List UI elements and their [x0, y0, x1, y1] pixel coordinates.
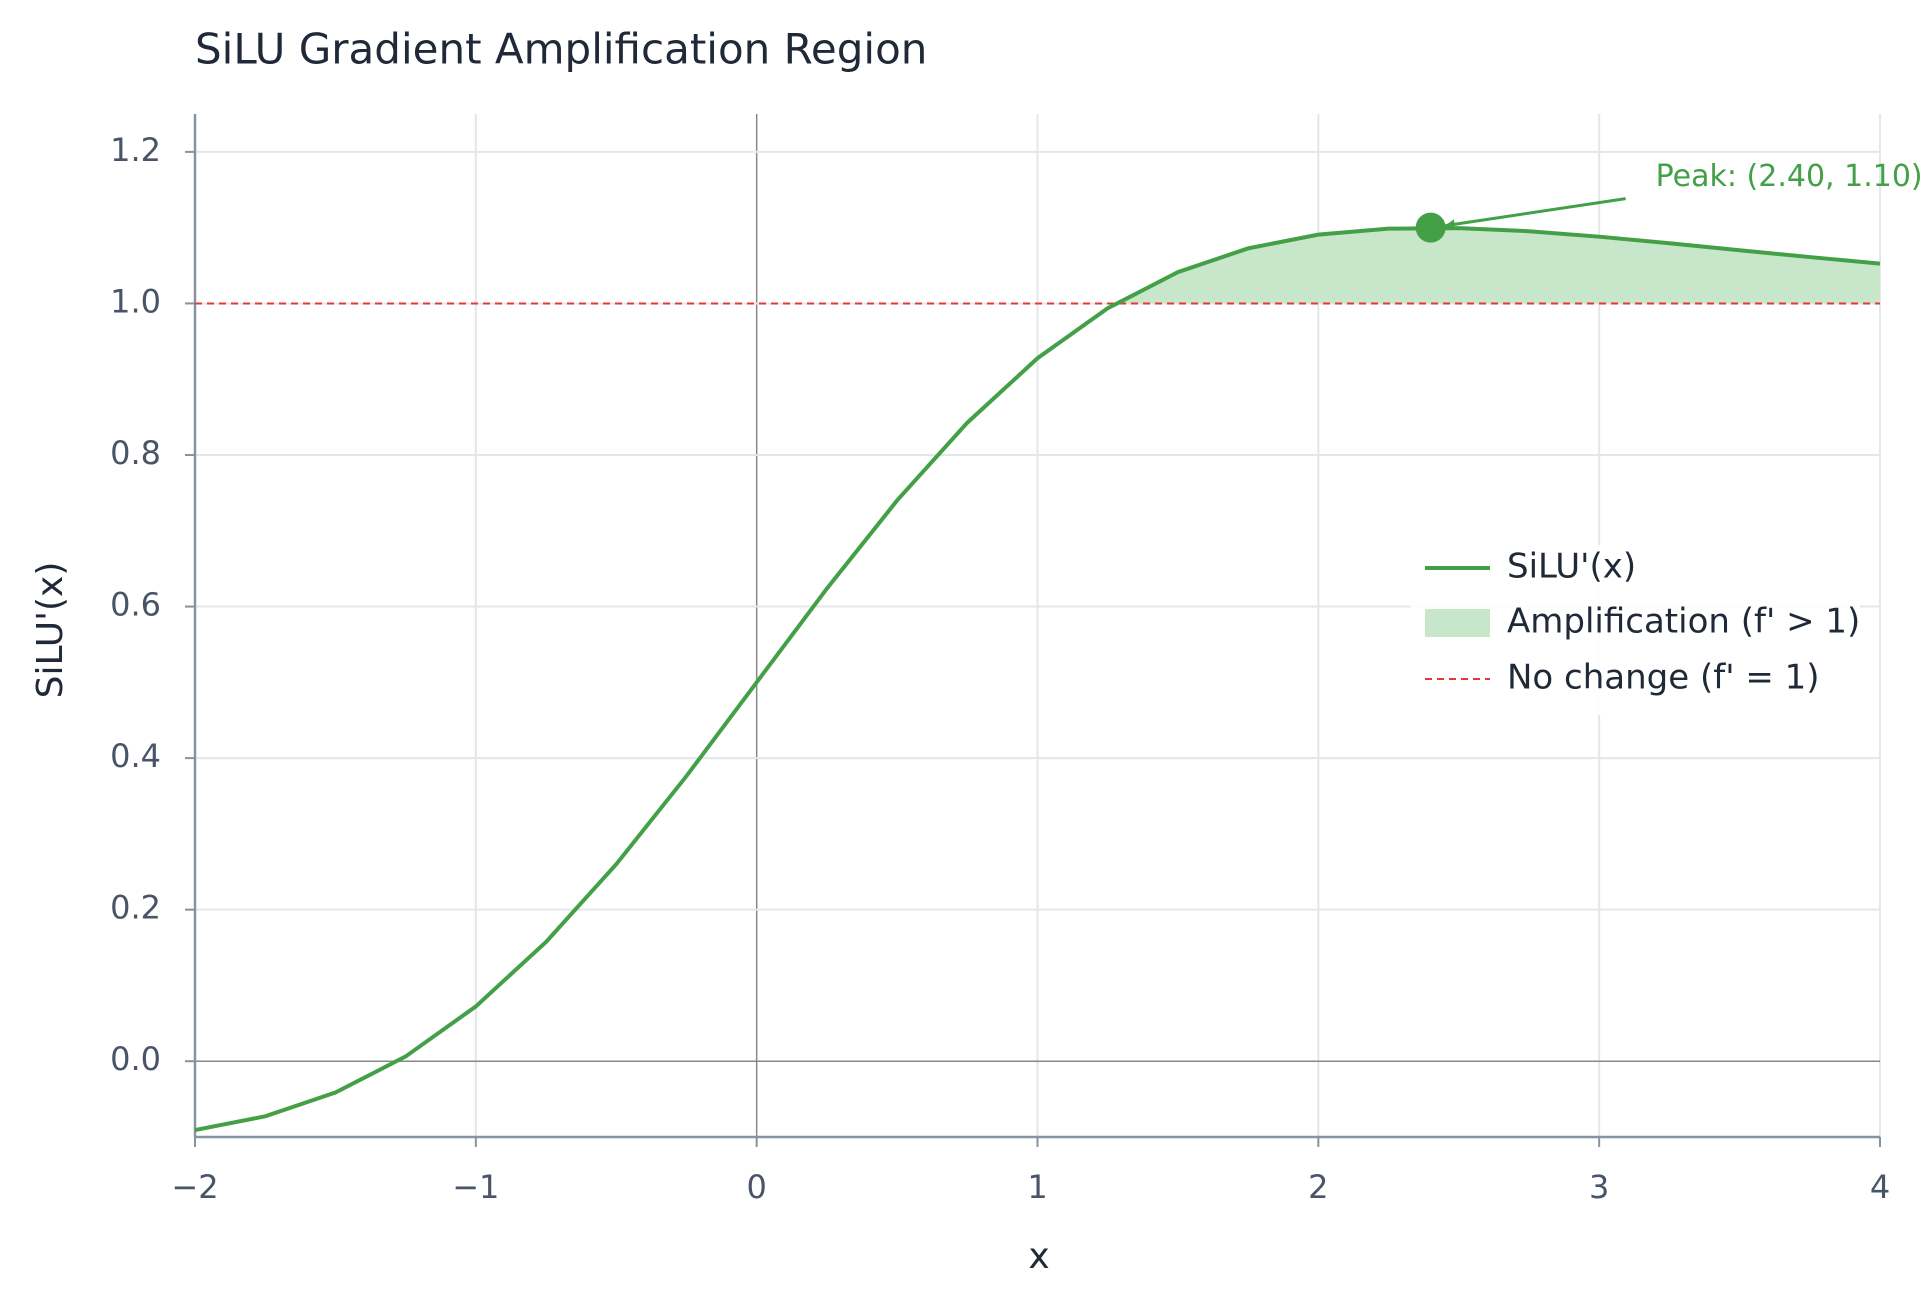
y-tick-label: 0.8: [110, 434, 161, 472]
x-tick-label: 4: [1870, 1168, 1890, 1206]
x-tick-label: −1: [452, 1168, 499, 1206]
annotation-arrow: [1444, 197, 1626, 230]
line: [194, 226, 1881, 1132]
y-tick-label: 0.0: [110, 1040, 161, 1078]
legend-label: No change (f' = 1): [1507, 658, 1820, 698]
peak-marker: [1415, 212, 1446, 243]
chart-title: SiLU Gradient Amplification Region: [195, 25, 927, 74]
x-tick-label: 2: [1308, 1168, 1328, 1206]
y-tick-label: 1.2: [110, 131, 161, 169]
x-tick-label: 3: [1589, 1168, 1609, 1206]
x-tick-label: −2: [171, 1168, 218, 1206]
y-tick-label: 0.6: [110, 586, 161, 624]
y-axis-label: SiLU'(x): [30, 562, 71, 699]
x-tick-label: 0: [746, 1168, 766, 1206]
annotation-text: Peak: (2.40, 1.10): [1656, 159, 1920, 194]
x-axis-label: x: [1028, 1236, 1049, 1277]
legend-label: SiLU'(x): [1507, 547, 1636, 587]
y-tick-label: 0.2: [110, 889, 161, 927]
legend-fill-swatch: [1425, 609, 1490, 637]
amplification-area: [1117, 228, 1880, 304]
y-tick-label: 0.4: [110, 737, 161, 775]
legend-label: Amplification (f' > 1): [1507, 602, 1860, 642]
x-tick-label: 1: [1027, 1168, 1047, 1206]
y-tick-label: 1.0: [110, 282, 161, 320]
